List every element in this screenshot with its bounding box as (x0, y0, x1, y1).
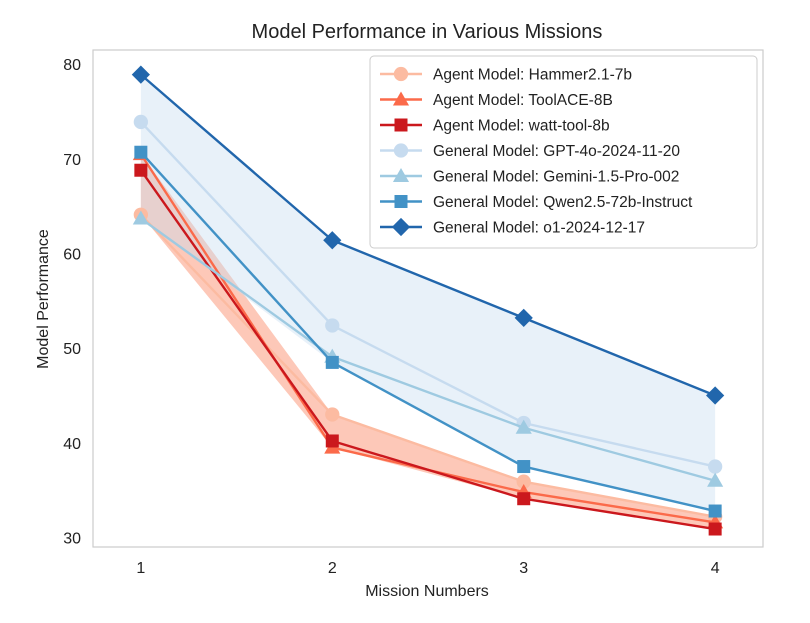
series-o1-2024-12-17 (131, 65, 725, 405)
data-point-gemini-1-5-pro-002-1 (132, 210, 149, 225)
legend-marker (392, 91, 410, 106)
data-point-o1-2024-12-17-1 (131, 65, 150, 84)
legend-label: Agent Model: Hammer2.1-7b (433, 67, 632, 84)
data-point-qwen2-5-72b-instruct-4 (708, 504, 722, 518)
data-point-qwen2-5-72b-instruct-1 (134, 145, 148, 159)
data-point-gpt-4o-2024-11-20-4 (707, 459, 723, 474)
legend-label: General Model: Gemini-1.5-Pro-002 (433, 169, 679, 186)
series-line-o1-2024-12-17 (140, 73, 716, 397)
data-point-hammer2-1-7b-3 (516, 474, 531, 489)
data-point-watt-tool-8b-4 (708, 522, 722, 536)
x-tick-label: 4 (711, 560, 720, 577)
legend: Agent Model: Hammer2.1-7b Agent Model: To… (369, 55, 758, 249)
legend-marker (393, 143, 409, 158)
data-point-watt-tool-8b-3 (517, 492, 531, 506)
legend-item-gemini-1-5-pro-002: General Model: Gemini-1.5-Pro-002 (380, 167, 679, 186)
y-axis-label: Model Performance (35, 229, 52, 369)
y-tick-label: 50 (63, 341, 81, 358)
chart-title: Model Performance in Various Missions (252, 21, 603, 43)
y-tick-label: 30 (63, 531, 81, 548)
legend-label: General Model: o1-2024-12-17 (433, 220, 645, 237)
general-model-range-band (140, 74, 716, 512)
series-line-qwen2-5-72b-instruct (139, 151, 716, 513)
data-point-qwen2-5-72b-instruct-2 (325, 355, 339, 369)
legend-item-watt-tool-8b: Agent Model: watt-tool-8b (380, 118, 610, 135)
series-line-hammer2-1-7b (139, 213, 716, 518)
x-axis-label: Mission Numbers (365, 583, 489, 600)
data-point-o1-2024-12-17-4 (706, 386, 725, 405)
confidence-bands (140, 74, 716, 530)
data-point-o1-2024-12-17-3 (514, 308, 533, 328)
data-point-watt-tool-8b-1 (134, 163, 148, 177)
y-tick-label: 40 (63, 436, 81, 453)
legend-marker (391, 217, 411, 237)
plot-frame (92, 49, 764, 548)
y-tick-label: 60 (63, 247, 81, 264)
data-point-watt-tool-8b-2 (325, 434, 339, 448)
legend-marker (392, 167, 410, 183)
legend-label: General Model: GPT-4o-2024-11-20 (433, 143, 680, 160)
y-tick-labels: 30 40 50 60 70 80 (63, 57, 81, 547)
series-lines (131, 65, 725, 536)
x-tick-label: 3 (519, 560, 528, 577)
data-point-gemini-1-5-pro-002-3 (515, 419, 532, 434)
legend-box (369, 55, 758, 249)
data-point-o1-2024-12-17-2 (323, 231, 342, 250)
x-tick-label: 1 (136, 560, 145, 577)
data-point-hammer2-1-7b-2 (325, 407, 340, 422)
legend-item-o1-2024-12-17: General Model: o1-2024-12-17 (380, 217, 645, 237)
data-point-gpt-4o-2024-11-20-1 (133, 114, 149, 130)
y-tick-label: 70 (63, 152, 81, 169)
series-line-gemini-1-5-pro-002 (140, 217, 716, 482)
legend-label: Agent Model: watt-tool-8b (433, 118, 610, 135)
legend-item-toolace-8b: Agent Model: ToolACE-8B (380, 91, 613, 109)
legend-label: Agent Model: ToolACE-8B (433, 92, 613, 109)
legend-marker (393, 66, 409, 82)
legend-marker (394, 118, 408, 132)
data-point-qwen2-5-72b-instruct-3 (517, 460, 531, 474)
legend-marker (394, 195, 408, 208)
legend-item-qwen2-5-72b-instruct: General Model: Qwen2.5-72b-Instruct (380, 194, 693, 211)
x-tick-labels: 1 2 3 4 (136, 560, 719, 577)
legend-label: General Model: Qwen2.5-72b-Instruct (433, 194, 693, 211)
series-qwen2-5-72b-instruct (134, 145, 722, 518)
series-line-gpt-4o-2024-11-20 (139, 121, 716, 468)
data-point-gpt-4o-2024-11-20-2 (325, 318, 340, 333)
series-line-watt-tool-8b (139, 169, 716, 531)
legend-item-hammer2-1-7b: Agent Model: Hammer2.1-7b (380, 67, 632, 84)
series-watt-tool-8b (134, 163, 722, 536)
legend-item-gpt-4o-2024-11-20: General Model: GPT-4o-2024-11-20 (380, 143, 680, 160)
agent-model-range-band (140, 154, 716, 530)
y-tick-label: 80 (63, 57, 81, 74)
x-tick-label: 2 (328, 560, 337, 577)
data-point-gemini-1-5-pro-002-4 (707, 472, 724, 487)
